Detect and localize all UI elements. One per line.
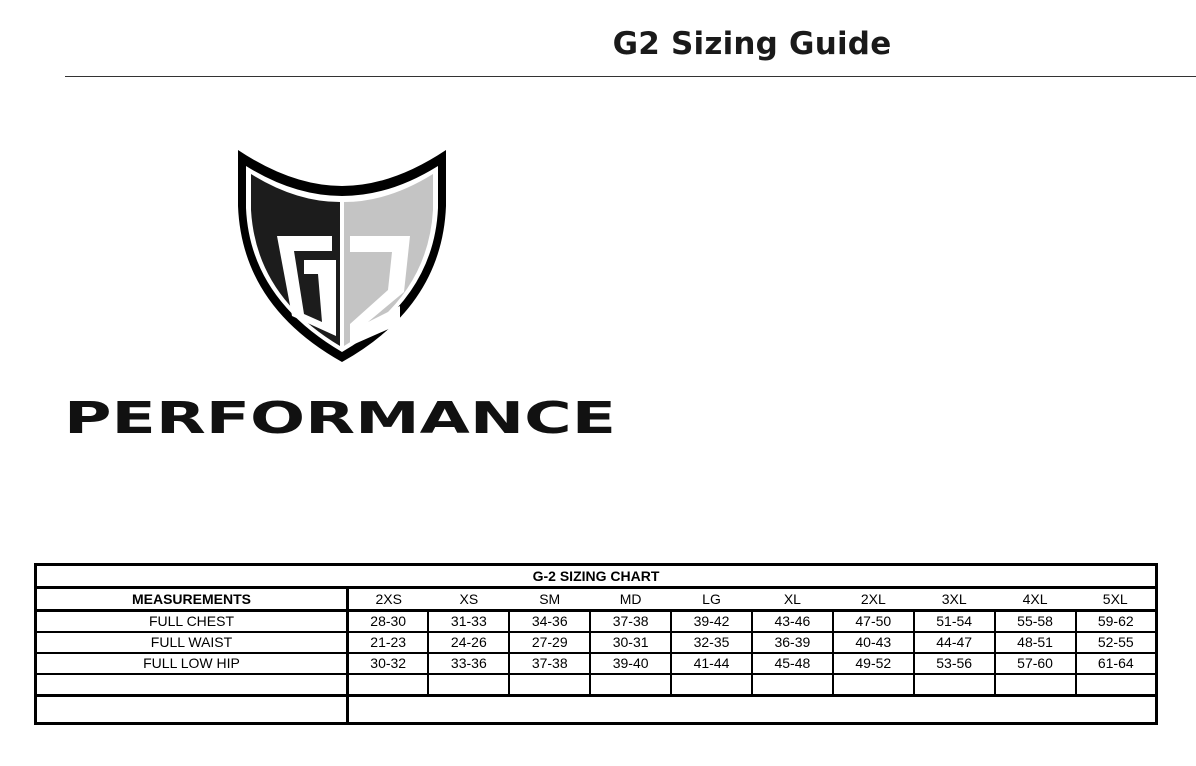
empty-cell [34,673,349,697]
size-header: XS [428,586,510,612]
size-value: 39-40 [589,652,673,675]
size-value: 33-36 [427,652,511,675]
size-value: 40-43 [831,631,915,654]
table-row: FULL WAIST 21-23 24-26 27-29 30-31 32-35 36-39… [34,631,1158,654]
size-value: 30-31 [589,631,673,654]
empty-cell [831,673,915,697]
empty-cell [750,673,834,697]
g2-shield-logo [238,150,446,362]
size-header: 3XL [913,586,995,612]
size-value: 57-60 [993,652,1077,675]
row-label: FULL CHEST [34,609,349,633]
size-value: 39-42 [670,609,753,633]
empty-cell [912,673,996,697]
size-value: 52-55 [1074,631,1158,654]
size-header: MD [590,586,672,612]
size-value: 37-38 [589,609,673,633]
empty-cell [589,673,673,697]
title-divider [65,76,1196,77]
size-value: 59-62 [1074,609,1158,633]
table-row: FULL LOW HIP 30-32 33-36 37-38 39-40 41-44 45-… [34,652,1158,675]
size-value: 41-44 [670,652,753,675]
size-value: 44-47 [912,631,996,654]
size-value: 32-35 [670,631,753,654]
row-label: FULL LOW HIP [34,652,349,675]
size-value: 37-38 [508,652,592,675]
empty-cell [427,673,511,697]
size-value: 43-46 [750,609,834,633]
empty-cell [346,673,430,697]
size-header: 2XS [347,586,429,612]
empty-cell [34,694,349,725]
size-header: LG [671,586,752,612]
size-value: 24-26 [427,631,511,654]
size-value: 51-54 [912,609,996,633]
size-value: 36-39 [750,631,834,654]
empty-row [34,673,1158,697]
size-value: 21-23 [346,631,430,654]
size-value: 55-58 [993,609,1077,633]
page-title: G2 Sizing Guide [612,26,892,62]
size-value: 53-56 [912,652,996,675]
size-value: 31-33 [427,609,511,633]
size-value: 30-32 [346,652,430,675]
empty-cell [993,673,1077,697]
empty-cell [508,673,592,697]
size-value: 61-64 [1074,652,1158,675]
size-value: 48-51 [993,631,1077,654]
size-header: XL [751,586,833,612]
size-header: 5XL [1075,586,1157,612]
measurements-header: MEASUREMENTS [35,586,349,612]
empty-row [34,694,1158,725]
size-value: 47-50 [831,609,915,633]
size-value: 34-36 [508,609,592,633]
size-header: 2XL [832,586,914,612]
size-value: 27-29 [508,631,592,654]
size-value: 49-52 [831,652,915,675]
empty-cell [670,673,753,697]
svg-text:PERFORMANCE: PERFORMANCE [64,393,616,440]
empty-cell [1074,673,1158,697]
size-value: 28-30 [346,609,430,633]
table-row: FULL CHEST 28-30 31-33 34-36 37-38 39-42 43-46… [34,609,1158,633]
performance-wordmark: PERFORMANCE [64,393,616,440]
size-header: SM [509,586,591,612]
empty-cell [346,694,1158,725]
size-header: 4XL [994,586,1076,612]
row-label: FULL WAIST [34,631,349,654]
chart-caption: G-2 SIZING CHART [35,563,1157,589]
size-value: 45-48 [750,652,834,675]
sizing-chart-table: G-2 SIZING CHART MEASUREMENTS 2XS XS SM MD L… [34,563,1158,725]
